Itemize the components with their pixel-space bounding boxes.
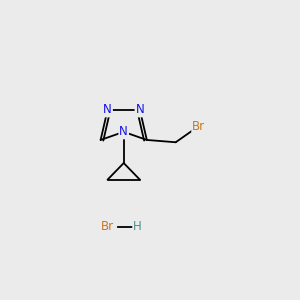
- Text: N: N: [103, 103, 112, 116]
- Text: H: H: [133, 220, 142, 233]
- Text: Br: Br: [101, 220, 114, 233]
- Text: Br: Br: [192, 120, 206, 133]
- Text: N: N: [119, 125, 128, 138]
- Text: N: N: [136, 103, 144, 116]
